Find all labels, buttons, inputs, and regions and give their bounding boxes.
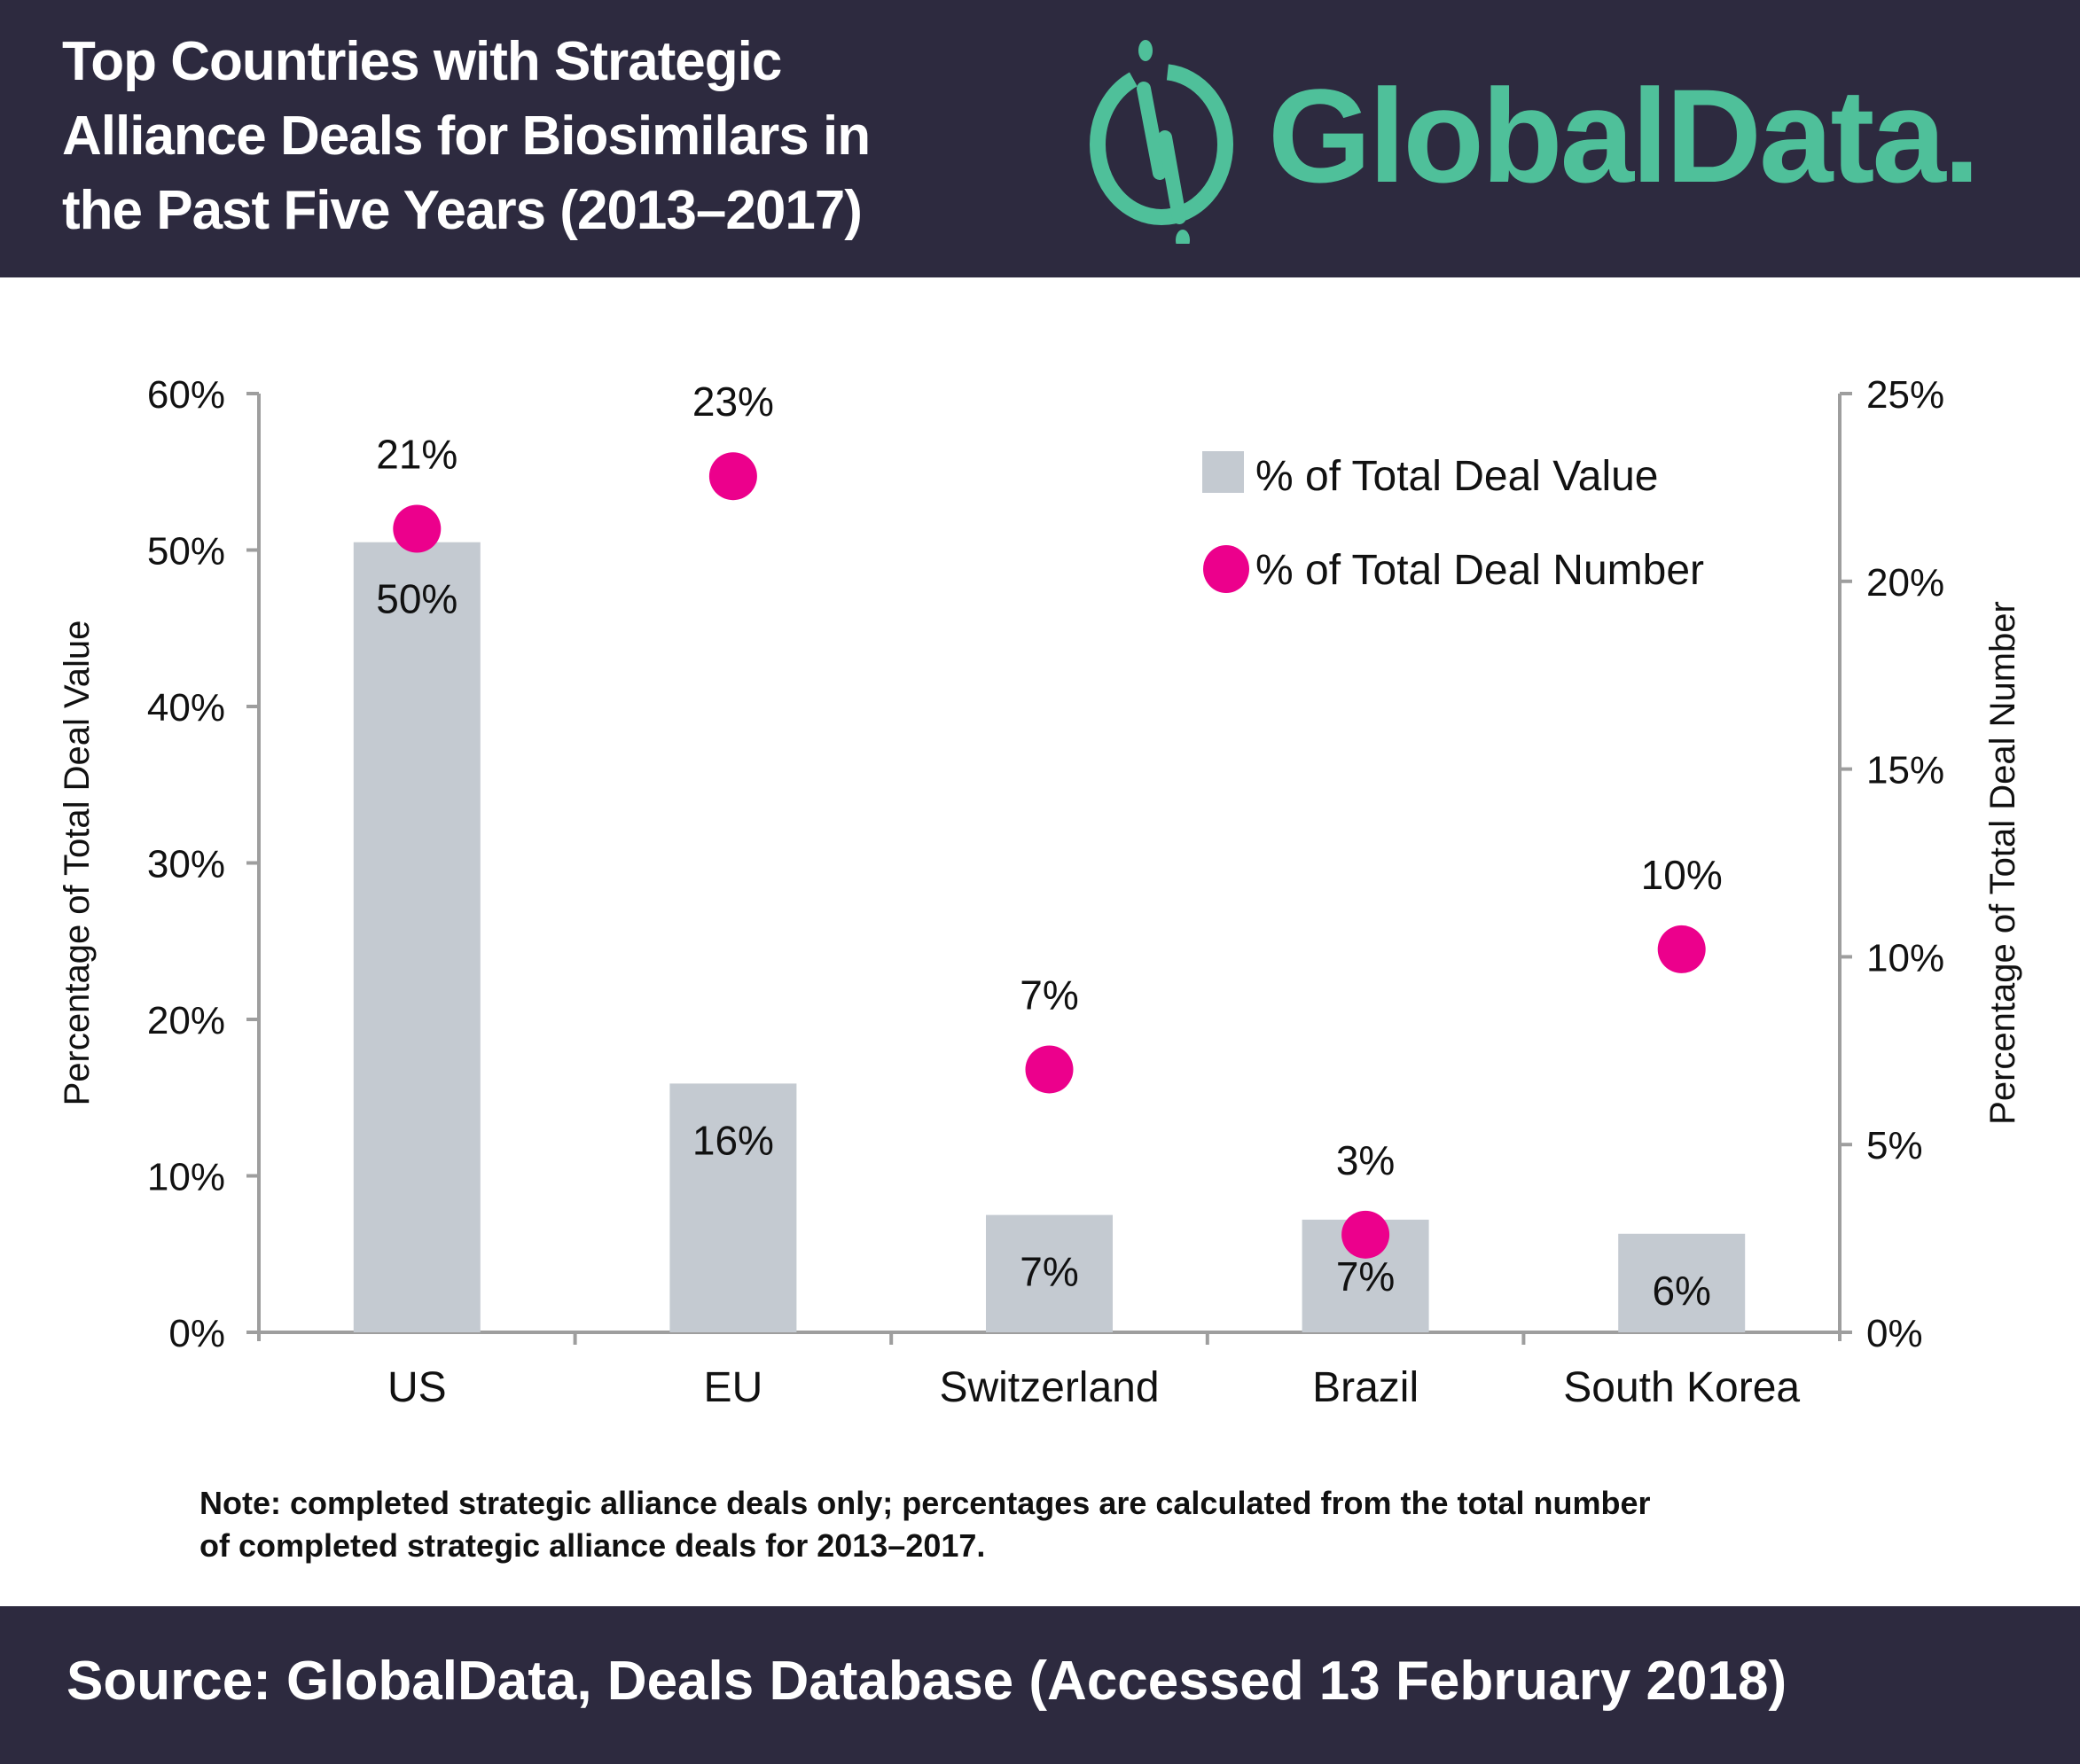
header-banner: Top Countries with Strategic Alliance De… bbox=[0, 0, 2080, 277]
right-axis-tick-label: 15% bbox=[1866, 749, 1944, 792]
bar-value-label: 6% bbox=[1652, 1268, 1710, 1314]
x-axis-category-label: Brazil bbox=[1312, 1364, 1419, 1411]
point-deal-number bbox=[1341, 1210, 1390, 1259]
combo-chart: 0% 10% 20% 30% 40% 50% 60% 0% 5% 10% 15% 20% 25% Perc… bbox=[58, 373, 2022, 1411]
note-line: Note: completed strategic alliance deals… bbox=[199, 1485, 1651, 1521]
point-deal-number bbox=[1025, 1045, 1074, 1094]
left-axis-tick-label: 40% bbox=[147, 686, 225, 730]
bar-deal-value bbox=[1618, 1233, 1746, 1332]
title-line: the Past Five Years (2013–2017) bbox=[62, 180, 863, 241]
bar-value-label: 7% bbox=[1336, 1253, 1395, 1300]
chart-title: Top Countries with Strategic Alliance De… bbox=[62, 25, 1037, 248]
title-line: Alliance Deals for Biosimilars in bbox=[62, 105, 871, 167]
left-axis-tick-label: 10% bbox=[147, 1156, 225, 1199]
legend-swatch-deal-value bbox=[1202, 451, 1244, 493]
left-axis-title: Percentage of Total Deal Value bbox=[58, 621, 97, 1106]
point-value-label: 10% bbox=[1641, 852, 1723, 898]
left-axis-tick-label: 20% bbox=[147, 999, 225, 1042]
title-line: Top Countries with Strategic bbox=[62, 31, 782, 92]
point-value-label: 7% bbox=[1020, 972, 1078, 1018]
note-line: of completed strategic alliance deals fo… bbox=[199, 1527, 986, 1564]
left-axis-tick-label: 60% bbox=[147, 373, 225, 417]
left-axis-tick-label: 30% bbox=[147, 843, 225, 886]
chart-note: Note: completed strategic alliance deals… bbox=[199, 1482, 1973, 1567]
bar-deal-value bbox=[669, 1083, 797, 1332]
globaldata-logo: GlobalData. bbox=[1073, 40, 2066, 244]
point-deal-number bbox=[393, 504, 442, 553]
right-axis-tick-label: 10% bbox=[1866, 936, 1944, 980]
bar-value-label: 7% bbox=[1020, 1249, 1078, 1295]
footer-banner: Source: GlobalData, Deals Database (Acce… bbox=[0, 1606, 2080, 1764]
right-axis-tick-label: 25% bbox=[1866, 373, 1944, 417]
point-deal-number bbox=[708, 452, 757, 501]
point-value-label: 21% bbox=[376, 431, 457, 477]
left-axis-tick-label: 0% bbox=[168, 1312, 225, 1355]
legend-label-deal-number: % of Total Deal Number bbox=[1255, 547, 1704, 594]
x-axis-category-label: South Korea bbox=[1563, 1364, 1800, 1411]
x-axis-category-label: US bbox=[387, 1364, 447, 1411]
logo-wordmark: GlobalData. bbox=[1268, 61, 1980, 210]
bar-deal-value bbox=[353, 542, 481, 1332]
point-value-label: 3% bbox=[1336, 1137, 1395, 1183]
right-axis-tick-label: 20% bbox=[1866, 561, 1944, 605]
x-axis-category-label: EU bbox=[704, 1364, 763, 1411]
source-text: Source: GlobalData, Deals Database (Acce… bbox=[66, 1651, 1787, 1712]
x-axis-category-label: Switzerland bbox=[939, 1364, 1159, 1411]
point-value-label: 23% bbox=[692, 379, 774, 425]
right-axis-title: Percentage of Total Deal Number bbox=[1983, 601, 2022, 1125]
right-axis-tick-label: 0% bbox=[1866, 1312, 1923, 1355]
bar-value-label: 50% bbox=[376, 576, 457, 622]
left-axis-tick-label: 50% bbox=[147, 530, 225, 574]
right-axis-tick-label: 5% bbox=[1866, 1124, 1923, 1167]
legend-label-deal-value: % of Total Deal Value bbox=[1255, 453, 1659, 500]
bar-deal-value bbox=[986, 1214, 1113, 1332]
bar-value-label: 16% bbox=[692, 1117, 774, 1163]
point-deal-number bbox=[1657, 925, 1706, 973]
globaldata-logo-icon bbox=[1090, 40, 1233, 244]
legend-swatch-deal-number bbox=[1203, 545, 1249, 593]
